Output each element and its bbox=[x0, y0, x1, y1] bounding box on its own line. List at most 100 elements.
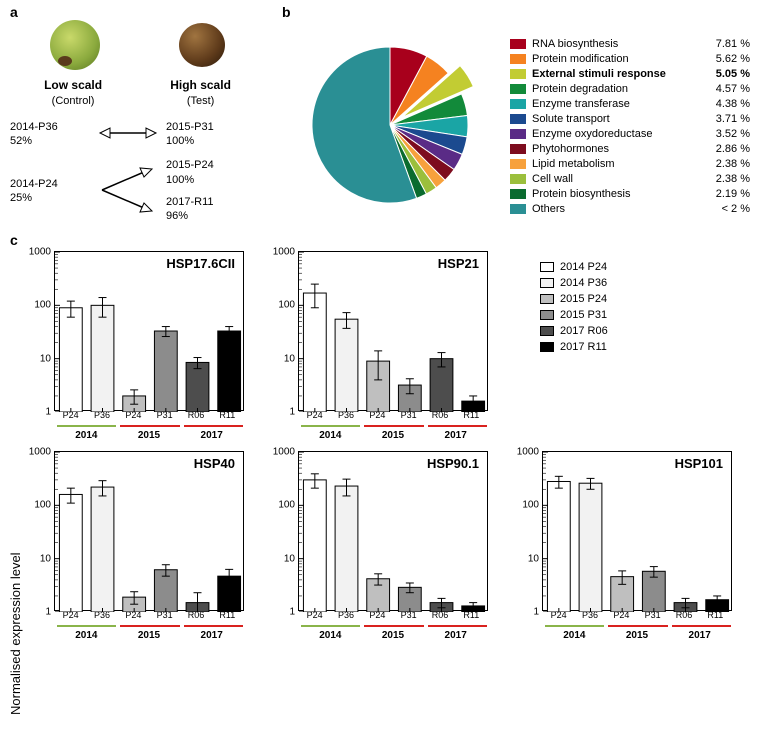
x-label: P24 bbox=[543, 610, 574, 620]
x-label: P36 bbox=[86, 410, 117, 420]
legend-pct: 3.71 % bbox=[694, 113, 750, 125]
year-label: 2015 bbox=[606, 630, 669, 641]
y-tick: 10 bbox=[265, 553, 295, 564]
x-labels: P24P36P24P31R06R11 bbox=[55, 610, 243, 620]
x-label: P24 bbox=[299, 610, 330, 620]
panel-c: Normalised expression level HSP17.6CII11… bbox=[10, 245, 750, 645]
legend-text: External stimuli response bbox=[532, 68, 694, 80]
x-label: R06 bbox=[180, 410, 211, 420]
legend-swatch bbox=[510, 54, 526, 64]
bar bbox=[186, 362, 209, 412]
legend-row: External stimuli response5.05 % bbox=[510, 66, 750, 81]
bar bbox=[303, 293, 326, 412]
legend-swatch bbox=[510, 189, 526, 199]
x-label: R06 bbox=[180, 610, 211, 620]
year-label: 2017 bbox=[668, 630, 731, 641]
x-label: P24 bbox=[118, 610, 149, 620]
legend-pct: 2.86 % bbox=[694, 143, 750, 155]
year-label: 2017 bbox=[424, 430, 487, 441]
year-underline bbox=[672, 625, 731, 627]
year-label: 2015 bbox=[362, 430, 425, 441]
legend-pct: 5.05 % bbox=[694, 68, 750, 80]
legend-pct: 3.52 % bbox=[694, 128, 750, 140]
legend-pct: 5.62 % bbox=[694, 53, 750, 65]
bar-chart: HSP1011101001000P24P36P24P31R06R11201420… bbox=[542, 451, 732, 611]
legend-row: Enzyme oxydoreductase3.52 % bbox=[510, 126, 750, 141]
legend-text: Protein degradation bbox=[532, 83, 694, 95]
x-label: R11 bbox=[456, 610, 487, 620]
year-label: 2015 bbox=[118, 430, 181, 441]
x-label: P36 bbox=[86, 610, 117, 620]
bar bbox=[335, 319, 358, 412]
legend-text: Lipid metabolism bbox=[532, 158, 694, 170]
year-underline bbox=[184, 625, 243, 627]
year-label: 2017 bbox=[424, 630, 487, 641]
bar bbox=[547, 481, 570, 612]
x-label: P24 bbox=[118, 410, 149, 420]
y-tick: 100 bbox=[265, 300, 295, 311]
bar-legend-swatch bbox=[540, 278, 554, 288]
bar bbox=[303, 480, 326, 612]
legend-swatch bbox=[510, 144, 526, 154]
x-label: P31 bbox=[393, 610, 424, 620]
pair2-right-a: 2015-P24 100% bbox=[166, 158, 246, 187]
legend-text: Cell wall bbox=[532, 173, 694, 185]
y-tick: 1000 bbox=[21, 447, 51, 458]
legend-text: Protein modification bbox=[532, 53, 694, 65]
year-label: 2017 bbox=[180, 630, 243, 641]
y-tick: 10 bbox=[265, 353, 295, 364]
bar bbox=[154, 331, 177, 412]
legend-row: RNA biosynthesis7.81 % bbox=[510, 36, 750, 51]
x-label: R11 bbox=[212, 610, 243, 620]
year-underline bbox=[608, 625, 667, 627]
bar bbox=[218, 331, 241, 412]
y-tick: 1000 bbox=[265, 247, 295, 258]
legend-swatch bbox=[510, 84, 526, 94]
charts-grid: HSP17.6CII1101001000P24P36P24P31R06R1120… bbox=[10, 245, 750, 645]
x-label: P31 bbox=[149, 610, 180, 620]
bar-chart: HSP17.6CII1101001000P24P36P24P31R06R1120… bbox=[54, 251, 244, 411]
year-underline bbox=[301, 425, 360, 427]
legend-pct: 2.38 % bbox=[694, 158, 750, 170]
legend-text: Phytohormones bbox=[532, 143, 694, 155]
bar-chart: HSP90.11101001000P24P36P24P31R06R1120142… bbox=[298, 451, 488, 611]
bar-legend-text: 2014 P24 bbox=[560, 261, 607, 273]
x-label: P24 bbox=[362, 610, 393, 620]
y-tick: 1 bbox=[509, 607, 539, 618]
y-tick: 10 bbox=[21, 553, 51, 564]
year-underline bbox=[184, 425, 243, 427]
year-label: 2015 bbox=[118, 630, 181, 641]
bar-legend-row: 2014 P36 bbox=[540, 275, 608, 291]
y-tick: 100 bbox=[509, 500, 539, 511]
bar-legend-text: 2017 R06 bbox=[560, 325, 608, 337]
year-underline bbox=[364, 425, 423, 427]
year-label: 2017 bbox=[180, 430, 243, 441]
year-underline bbox=[57, 425, 116, 427]
year-label: 2014 bbox=[299, 630, 362, 641]
bar-legend-swatch bbox=[540, 342, 554, 352]
x-label: P36 bbox=[330, 410, 361, 420]
legend-pct: 7.81 % bbox=[694, 38, 750, 50]
bar-legend-row: 2015 P24 bbox=[540, 291, 608, 307]
y-tick: 1 bbox=[265, 407, 295, 418]
legend-text: RNA biosynthesis bbox=[532, 38, 694, 50]
pie-legend: RNA biosynthesis7.81 %Protein modificati… bbox=[510, 36, 750, 216]
legend-swatch bbox=[510, 69, 526, 79]
year-label: 2014 bbox=[299, 430, 362, 441]
legend-row: Phytohormones2.86 % bbox=[510, 141, 750, 156]
panel-a: Low scald (Control) High scald (Test) 20… bbox=[10, 14, 265, 224]
bar-legend-text: 2017 R11 bbox=[560, 341, 607, 353]
x-labels: P24P36P24P31R06R11 bbox=[55, 410, 243, 420]
x-label: P24 bbox=[55, 610, 86, 620]
bar-legend-swatch bbox=[540, 294, 554, 304]
x-label: P24 bbox=[362, 410, 393, 420]
y-tick: 1000 bbox=[509, 447, 539, 458]
x-label: P31 bbox=[393, 410, 424, 420]
y-tick: 100 bbox=[21, 500, 51, 511]
bar bbox=[335, 486, 358, 612]
bar-chart: HSP211101001000P24P36P24P31R06R112014201… bbox=[298, 251, 488, 411]
x-label: P31 bbox=[637, 610, 668, 620]
high-scald-header: High scald (Test) bbox=[170, 78, 231, 108]
bar-legend-swatch bbox=[540, 262, 554, 272]
x-label: R06 bbox=[424, 410, 455, 420]
